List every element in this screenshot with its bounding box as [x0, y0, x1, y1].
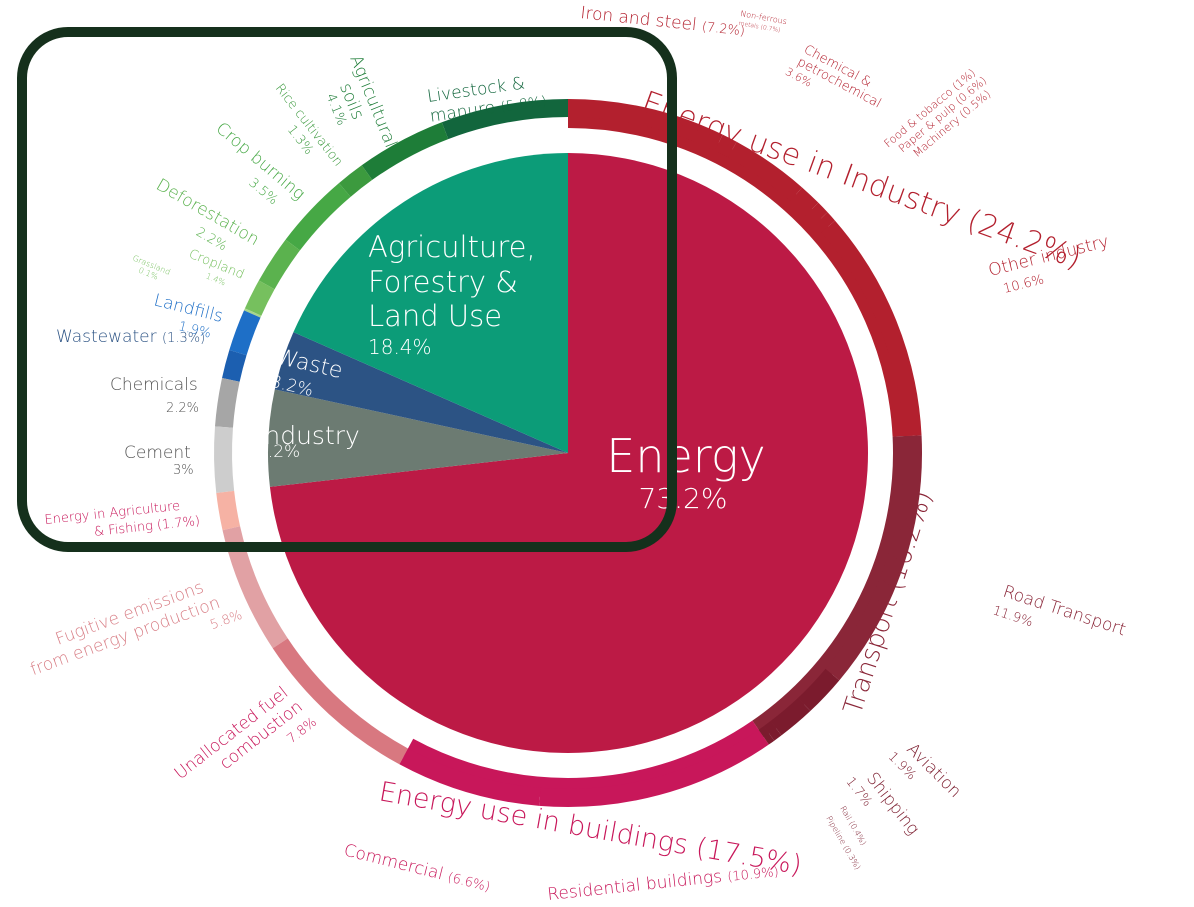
- subsector-label-chemicals-value: 2.2%: [166, 401, 199, 416]
- subsector-arc-machinery-0-5: [814, 212, 836, 233]
- subsector-arc-commercial-6-6: [399, 748, 541, 806]
- subsector-arc-landfills-1-9: [229, 310, 261, 356]
- subsector-label-cement-value: 3%: [173, 463, 194, 478]
- subsector-label-chemicals: Chemicals: [110, 375, 198, 395]
- subsector-arc-wastewater-1-3: [222, 349, 247, 382]
- subsector-arc-shipping-1-7: [770, 697, 811, 736]
- agriculture-sector-value: 18.4%: [368, 335, 432, 359]
- subsector-arc-rice-cultivation-1-3: [338, 165, 373, 197]
- agriculture-sector-name-line-1: Agriculture,: [368, 230, 536, 264]
- ring-layer: [214, 99, 922, 807]
- subsector-arc-road-transport-11-9: [825, 435, 922, 681]
- subsector-arc-livestock-manure-5-8: [441, 99, 569, 140]
- pie-slice-agriculture-forestry-land-use: [293, 153, 568, 453]
- pie-slice-waste: [274, 332, 568, 453]
- subsector-arc-energy-in-agriculture-fishing-1-7: [216, 490, 241, 531]
- subsector-arc-cropland-1-4: [244, 280, 275, 316]
- energy-sector-value: 73.2%: [639, 482, 728, 515]
- group-arc-energy-use-in-industry: [567, 108, 913, 437]
- subsector-arc-fugitive-emissions-from-energy-production-5-8: [222, 526, 288, 649]
- subsector-arc-residential-buildings-10-9: [539, 729, 769, 807]
- industry-sector-name: Industry: [257, 421, 360, 450]
- subsector-arc-unallocated-fuel-combustion-7-8: [272, 638, 409, 765]
- subsector-arc-pipeline-0-3: [758, 726, 775, 745]
- subsector-arc-crop-burning-3-5: [285, 183, 351, 251]
- subsector-arc-agricultural-soils-4-1: [361, 122, 449, 180]
- group-arc-transport: [752, 435, 913, 738]
- subsector-label-residential: Residential buildings (10.9%): [546, 861, 779, 905]
- highlight-frame: [17, 27, 677, 552]
- subsector-arc-deforestation-2-2: [258, 239, 301, 290]
- sector-labels: Energy 73.2% Industry 5.2% Waste 3.2% Ag…: [257, 230, 766, 515]
- subsector-arc-chemical-petrochemical-3-6: [727, 141, 803, 202]
- subsector-label-cement: Cement: [124, 443, 191, 463]
- subsector-arc-rail-0-4: [763, 721, 782, 741]
- subsector-arc-food-tobacco-1: [790, 187, 819, 216]
- energy-sector-name: Energy: [606, 429, 765, 483]
- subsector-arc-iron-and-steel-7-2: [567, 99, 723, 151]
- agriculture-sector-name-line-3: Land Use: [368, 299, 502, 333]
- subsector-arc-chemicals-2-2: [215, 377, 240, 428]
- subsector-arc-paper-pulp-0-6: [805, 202, 828, 225]
- subsector-label-commercial: Commercial (6.6%): [342, 840, 493, 896]
- subsector-label-wastewater: Wastewater (1.3%): [56, 327, 205, 347]
- subsector-arc-cement-3: [214, 426, 235, 493]
- subsector-arc-other-industry-10-6: [821, 220, 922, 437]
- subsector-label-paper: Paper & pulp (0.6%): [896, 74, 989, 155]
- agriculture-sector-name-line-2: Forestry &: [368, 265, 518, 299]
- industry-sector-value: 5.2%: [257, 442, 300, 462]
- pie-slice-energy: [269, 153, 868, 753]
- group-arc-energy-use-in-buildings: [403, 720, 764, 798]
- subsector-arc-non-ferrous-metals-0-7: [714, 134, 737, 158]
- subsector-arc-grassland-0-1: [244, 308, 262, 318]
- pie-layer: [267, 153, 868, 753]
- subsector-label-shipping: Shipping: [862, 769, 923, 839]
- pie-slice-industry: [267, 389, 568, 487]
- subsector-arc-aviation-1-9: [797, 668, 840, 712]
